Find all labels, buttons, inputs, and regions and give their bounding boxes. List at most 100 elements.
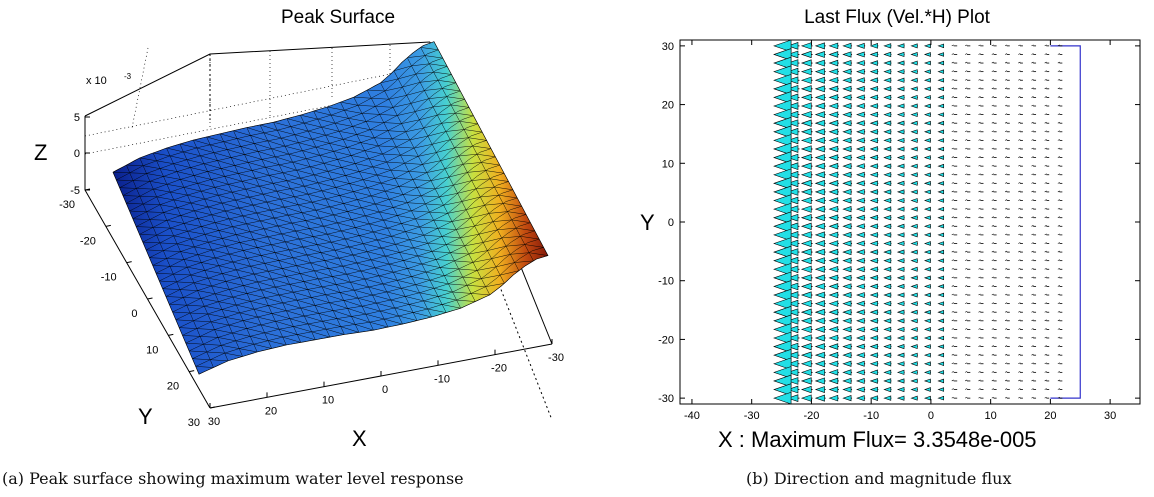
flux-arrow — [910, 301, 918, 307]
flux-arrow — [951, 87, 958, 90]
flux-arrow — [910, 275, 918, 281]
flux-arrow — [1031, 216, 1037, 219]
flux-arrow — [965, 302, 971, 305]
flux-arrow — [951, 233, 958, 236]
x-tick-label: -30 — [548, 352, 564, 364]
flux-arrow — [951, 328, 958, 330]
flux-arrow — [869, 266, 879, 273]
flux-arrow — [965, 87, 971, 90]
flux-arrow — [856, 326, 866, 333]
flux-arrow — [910, 172, 918, 178]
flux-arrow — [883, 232, 892, 238]
flux-arrow — [1044, 216, 1050, 219]
flux-arrow — [951, 345, 958, 347]
flux-arrow — [965, 353, 971, 356]
flux-arrow — [978, 207, 984, 210]
flux-arrow — [800, 299, 813, 308]
flux-arrow — [787, 42, 800, 50]
flux-arrow — [883, 257, 892, 264]
flux-arrow — [923, 206, 931, 212]
flux-arrow — [1018, 87, 1023, 90]
flux-arrow — [951, 388, 958, 390]
flux-arrow — [814, 300, 826, 308]
flux-arrow — [787, 385, 800, 394]
y-tick-label: 20 — [167, 381, 179, 393]
flux-arrow — [828, 154, 839, 161]
flux-arrow — [978, 216, 984, 219]
flux-arrow — [1057, 207, 1063, 210]
flux-arrow — [1018, 121, 1023, 124]
x-tick-label-b: -40 — [684, 410, 700, 422]
flux-arrow — [1044, 293, 1050, 296]
flux-arrow — [965, 156, 971, 158]
flux-arrow — [773, 391, 792, 405]
flux-arrow — [842, 197, 853, 204]
flux-arrow — [1031, 130, 1037, 133]
flux-arrow — [1044, 53, 1050, 55]
flux-arrow — [856, 309, 866, 316]
flux-arrow — [883, 77, 892, 83]
flux-arrow — [842, 395, 853, 402]
flux-arrow — [883, 335, 892, 341]
flux-arrow — [787, 394, 800, 402]
flux-arrow — [828, 119, 839, 127]
flux-arrow — [1018, 225, 1023, 227]
flux-arrow — [1004, 53, 1010, 55]
flux-arrow — [978, 310, 984, 313]
flux-arrow — [991, 104, 997, 107]
flux-arrow — [1031, 319, 1037, 322]
flux-arrow — [991, 113, 997, 116]
flux-arrow — [1057, 371, 1063, 373]
flux-arrow — [773, 194, 792, 207]
flux-arrow — [910, 283, 918, 289]
flux-arrow — [856, 111, 866, 118]
flux-arrow — [965, 259, 971, 262]
flux-arrow — [856, 395, 866, 402]
flux-arrow — [800, 257, 813, 265]
flux-arrow — [991, 190, 997, 193]
flux-arrow — [937, 60, 945, 66]
z-tick-label: 5 — [74, 112, 80, 124]
flux-arrow — [883, 68, 892, 75]
flux-arrow — [787, 119, 800, 128]
flux-arrow — [896, 283, 905, 289]
x-tick-label-b: 10 — [985, 410, 997, 422]
flux-arrow — [869, 146, 879, 152]
flux-arrow — [937, 309, 945, 315]
flux-arrow — [951, 336, 958, 339]
flux-arrow — [1057, 216, 1063, 219]
flux-arrow — [991, 130, 997, 133]
flux-arrow — [1004, 139, 1010, 141]
flux-arrow — [883, 378, 892, 384]
flux-arrow — [1031, 396, 1037, 399]
chart-title-a: Peak Surface — [281, 7, 395, 28]
flux-arrow — [1004, 164, 1010, 167]
flux-arrow — [923, 43, 931, 49]
flux-arrow — [965, 250, 971, 253]
flux-arrow — [773, 134, 792, 147]
flux-arrow — [937, 241, 945, 246]
flux-arrow — [1031, 371, 1037, 373]
flux-arrow — [910, 326, 918, 332]
flux-arrow — [910, 180, 918, 186]
flux-arrow — [869, 137, 879, 144]
z-exponent-label: x 10 — [86, 75, 107, 87]
y-tick-label-b: 30 — [662, 41, 674, 53]
flux-arrow — [965, 164, 971, 167]
flux-arrow — [1004, 336, 1010, 339]
flux-arrow — [896, 240, 905, 247]
flux-arrow — [978, 139, 984, 141]
flux-arrow — [856, 137, 866, 144]
flux-arrow — [910, 77, 918, 83]
flux-arrow — [978, 379, 984, 382]
flux-arrow — [842, 214, 853, 221]
x-tick-label-b: -30 — [744, 410, 760, 422]
flux-arrow — [978, 396, 984, 399]
flux-arrow — [923, 370, 931, 375]
flux-arrow — [842, 128, 853, 135]
flux-arrow — [856, 292, 866, 298]
flux-arrow — [1018, 207, 1023, 210]
y-axis-label-b: Y — [640, 210, 655, 235]
flux-arrow — [923, 387, 931, 392]
flux-arrow — [814, 222, 826, 230]
